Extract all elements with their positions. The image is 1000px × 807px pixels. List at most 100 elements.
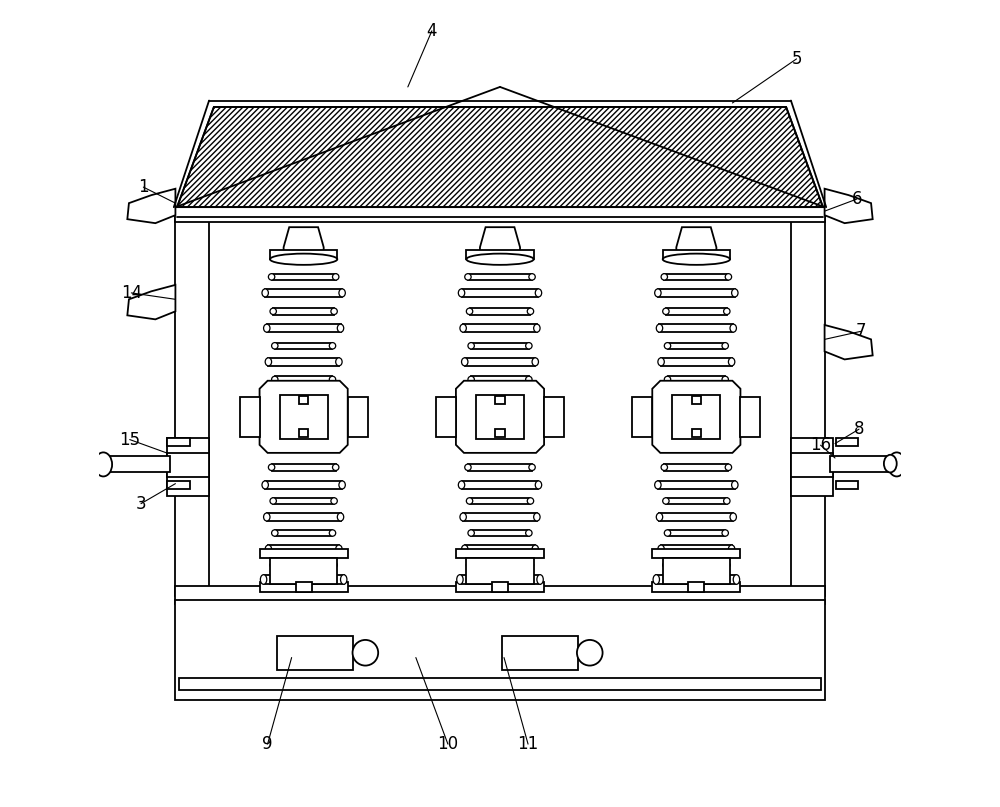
Ellipse shape (884, 455, 897, 472)
Ellipse shape (331, 498, 337, 504)
Ellipse shape (664, 376, 671, 383)
Bar (466, 558, 534, 583)
Bar (466, 249, 534, 259)
Bar (268, 358, 339, 366)
Ellipse shape (658, 545, 664, 553)
Ellipse shape (462, 358, 468, 366)
Ellipse shape (468, 376, 474, 383)
Ellipse shape (724, 562, 730, 568)
Bar (468, 274, 532, 280)
Polygon shape (456, 381, 544, 453)
Ellipse shape (262, 289, 268, 297)
Text: 8: 8 (854, 420, 864, 438)
Ellipse shape (730, 513, 736, 521)
Ellipse shape (664, 530, 671, 536)
Text: 3: 3 (136, 495, 146, 512)
Bar (275, 343, 332, 349)
Bar (688, 582, 704, 592)
Bar (664, 464, 728, 470)
Ellipse shape (337, 513, 344, 521)
Ellipse shape (268, 464, 275, 470)
Ellipse shape (265, 391, 272, 399)
Ellipse shape (264, 324, 270, 332)
Ellipse shape (888, 453, 906, 476)
Bar (175, 207, 825, 222)
Bar (265, 289, 342, 297)
Ellipse shape (265, 358, 272, 366)
Ellipse shape (332, 274, 339, 280)
Ellipse shape (457, 575, 463, 584)
Ellipse shape (458, 289, 465, 297)
Ellipse shape (664, 343, 671, 349)
Bar (463, 324, 537, 332)
Ellipse shape (353, 640, 378, 666)
Bar (277, 636, 353, 670)
Polygon shape (676, 228, 716, 251)
Bar (240, 397, 260, 437)
Polygon shape (652, 381, 740, 453)
Ellipse shape (468, 530, 474, 536)
Bar (167, 454, 209, 477)
Ellipse shape (466, 562, 473, 568)
Bar (268, 545, 339, 553)
Bar (460, 575, 540, 584)
Polygon shape (284, 228, 324, 251)
Ellipse shape (466, 498, 473, 504)
Bar (470, 562, 530, 568)
Ellipse shape (655, 481, 661, 489)
Ellipse shape (466, 308, 473, 315)
Ellipse shape (656, 324, 663, 332)
Bar (260, 549, 348, 558)
Ellipse shape (526, 343, 532, 349)
Ellipse shape (336, 358, 342, 366)
Ellipse shape (329, 376, 336, 383)
Bar (273, 562, 334, 568)
Ellipse shape (722, 530, 728, 536)
Bar (692, 396, 701, 404)
Ellipse shape (728, 545, 735, 553)
Bar (268, 391, 339, 399)
Bar (692, 429, 701, 437)
Bar (652, 549, 740, 558)
Ellipse shape (732, 481, 738, 489)
Ellipse shape (466, 253, 534, 265)
Bar (167, 481, 190, 489)
Ellipse shape (465, 464, 471, 470)
Ellipse shape (272, 343, 278, 349)
Bar (492, 582, 508, 592)
Ellipse shape (264, 513, 270, 521)
Ellipse shape (728, 391, 735, 399)
Text: 15: 15 (119, 431, 140, 449)
Bar (468, 464, 532, 470)
Bar (836, 438, 858, 446)
Text: 4: 4 (427, 22, 437, 40)
Ellipse shape (341, 575, 347, 584)
Bar (495, 396, 505, 404)
Bar (791, 454, 833, 477)
Ellipse shape (724, 498, 730, 504)
Bar (791, 438, 833, 495)
Bar (260, 582, 348, 592)
Ellipse shape (728, 358, 735, 366)
Bar (267, 324, 341, 332)
Ellipse shape (260, 575, 267, 584)
Bar (272, 274, 336, 280)
Ellipse shape (577, 640, 603, 666)
Bar (544, 397, 564, 437)
Bar (273, 308, 334, 315)
Ellipse shape (653, 575, 659, 584)
Ellipse shape (329, 343, 336, 349)
Bar (175, 586, 825, 604)
Bar (661, 391, 732, 399)
Text: 9: 9 (262, 735, 273, 753)
Bar (668, 343, 725, 349)
Bar (275, 530, 332, 536)
Ellipse shape (468, 343, 474, 349)
Ellipse shape (270, 562, 276, 568)
Polygon shape (260, 381, 348, 453)
Bar (656, 575, 736, 584)
Ellipse shape (725, 464, 732, 470)
Ellipse shape (268, 274, 275, 280)
Ellipse shape (534, 324, 540, 332)
Polygon shape (177, 107, 823, 207)
